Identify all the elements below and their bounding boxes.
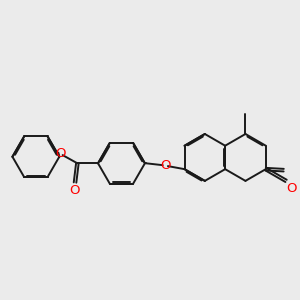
Text: O: O <box>55 147 66 161</box>
Text: O: O <box>286 182 297 195</box>
Text: O: O <box>160 159 171 172</box>
Text: O: O <box>69 184 79 197</box>
